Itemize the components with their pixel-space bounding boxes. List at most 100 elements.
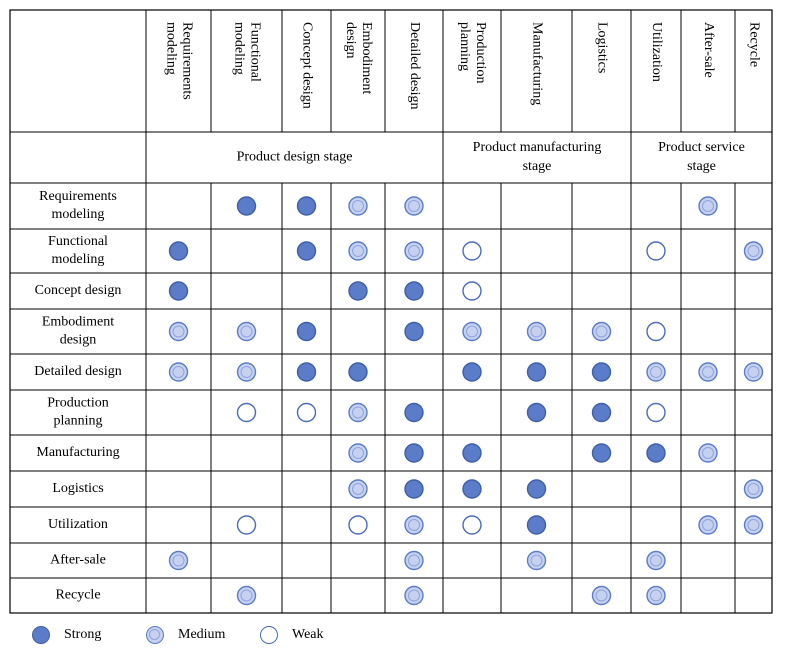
column-header-label: planning bbox=[457, 22, 472, 71]
medium-relation-mark bbox=[348, 479, 368, 499]
row-label: Production bbox=[47, 396, 108, 411]
medium-relation-mark bbox=[526, 321, 547, 342]
row-label: Utilization bbox=[48, 517, 108, 532]
strong-relation-mark bbox=[591, 443, 612, 463]
strong-relation-mark bbox=[526, 479, 547, 499]
medium-relation-mark bbox=[646, 585, 666, 606]
medium-relation-mark bbox=[698, 515, 718, 535]
relation-marks bbox=[168, 196, 764, 606]
column-header-label: Detailed design bbox=[407, 22, 422, 109]
strong-relation-mark bbox=[168, 281, 189, 301]
matrix-border bbox=[9, 9, 773, 614]
legend: Strong Medium Weak bbox=[0, 620, 785, 650]
strong-relation-mark bbox=[462, 479, 482, 499]
weak-relation-mark bbox=[646, 402, 666, 423]
strong-relation-mark bbox=[296, 241, 317, 261]
row-label: Manufacturing bbox=[36, 445, 119, 460]
medium-relation-mark bbox=[348, 196, 368, 216]
column-header-label: Recycle bbox=[746, 22, 761, 67]
row-label: Recycle bbox=[55, 588, 100, 603]
weak-relation-mark bbox=[462, 241, 482, 261]
weak-relation-mark bbox=[236, 402, 257, 423]
dsm-matrix: Requirements modeling Functional modeling Co… bbox=[9, 9, 773, 614]
stage-header-label: Product design stage bbox=[237, 150, 353, 165]
legend-medium: Medium bbox=[146, 620, 225, 650]
row-label: After-sale bbox=[50, 553, 106, 568]
row-label: planning bbox=[54, 414, 103, 429]
row-label: Embodiment bbox=[42, 315, 114, 330]
stage-header-label: Product manufacturing bbox=[473, 140, 602, 155]
strong-relation-mark bbox=[462, 362, 482, 382]
medium-relation-mark bbox=[591, 321, 612, 342]
legend-weak: Weak bbox=[260, 620, 324, 650]
strong-relation-mark bbox=[404, 443, 424, 463]
strong-relation-mark bbox=[526, 515, 547, 535]
stage-header-label: Product service bbox=[658, 140, 745, 155]
medium-relation-mark bbox=[404, 515, 424, 535]
stage-headers: Product design stage Product manufacturin… bbox=[237, 140, 745, 174]
strong-relation-mark bbox=[591, 402, 612, 423]
medium-relation-mark bbox=[404, 241, 424, 261]
medium-relation-mark bbox=[348, 443, 368, 463]
strong-relation-mark bbox=[646, 443, 666, 463]
medium-relation-mark bbox=[591, 585, 612, 606]
weak-relation-mark bbox=[462, 515, 482, 535]
matrix-grid bbox=[9, 9, 773, 614]
row-label: modeling bbox=[52, 252, 105, 267]
column-header-label: Utilization bbox=[649, 22, 664, 82]
medium-relation-mark bbox=[236, 362, 257, 382]
column-header-label: Functional bbox=[247, 22, 262, 82]
column-header-label: Logistics bbox=[594, 22, 609, 73]
medium-relation-mark bbox=[698, 196, 718, 216]
medium-relation-mark bbox=[168, 550, 189, 571]
medium-relation-mark bbox=[348, 241, 368, 261]
column-header-label: design bbox=[343, 22, 358, 59]
strong-relation-mark bbox=[462, 443, 482, 463]
row-labels: Requirements modeling Functional modeling Co… bbox=[34, 189, 121, 603]
legend-strong-label: Strong bbox=[64, 627, 102, 642]
weak-marker-icon bbox=[260, 626, 278, 644]
column-header-label: Concept design bbox=[299, 22, 314, 109]
column-header-label: Embodiment bbox=[359, 22, 374, 94]
stage-header-label: stage bbox=[523, 159, 552, 174]
medium-relation-mark bbox=[404, 585, 424, 606]
column-header-label: Production bbox=[473, 22, 488, 83]
strong-relation-mark bbox=[296, 196, 317, 216]
strong-relation-mark bbox=[526, 402, 547, 423]
row-label: modeling bbox=[52, 207, 105, 222]
medium-relation-mark bbox=[646, 550, 666, 571]
medium-relation-mark bbox=[404, 196, 424, 216]
medium-relation-mark bbox=[236, 585, 257, 606]
column-header-label: Manufacturing bbox=[529, 22, 544, 105]
strong-relation-mark bbox=[348, 281, 368, 301]
row-label: design bbox=[60, 333, 97, 348]
medium-relation-mark bbox=[236, 321, 257, 342]
weak-relation-mark bbox=[462, 281, 482, 301]
row-label: Detailed design bbox=[34, 364, 121, 379]
column-header-label: After-sale bbox=[701, 22, 716, 78]
strong-relation-mark bbox=[296, 321, 317, 342]
weak-relation-mark bbox=[236, 515, 257, 535]
column-header-label: modeling bbox=[163, 22, 178, 75]
legend-strong: Strong bbox=[32, 620, 101, 650]
strong-marker-icon bbox=[32, 626, 50, 644]
medium-relation-mark bbox=[404, 550, 424, 571]
legend-weak-label: Weak bbox=[292, 627, 324, 642]
legend-medium-label: Medium bbox=[178, 627, 226, 642]
medium-relation-mark bbox=[168, 362, 189, 382]
weak-relation-mark bbox=[646, 321, 666, 342]
strong-relation-mark bbox=[236, 196, 257, 216]
medium-relation-mark bbox=[462, 321, 482, 342]
medium-relation-mark bbox=[743, 362, 764, 382]
medium-relation-mark bbox=[743, 479, 764, 499]
medium-relation-mark bbox=[526, 550, 547, 571]
row-label: Logistics bbox=[52, 481, 103, 496]
row-label: Functional bbox=[48, 234, 108, 249]
row-label: Requirements bbox=[39, 189, 117, 204]
strong-relation-mark bbox=[404, 321, 424, 342]
strong-relation-mark bbox=[168, 241, 189, 261]
strong-relation-mark bbox=[526, 362, 547, 382]
medium-relation-mark bbox=[698, 443, 718, 463]
strong-relation-mark bbox=[404, 281, 424, 301]
strong-relation-mark bbox=[404, 479, 424, 499]
